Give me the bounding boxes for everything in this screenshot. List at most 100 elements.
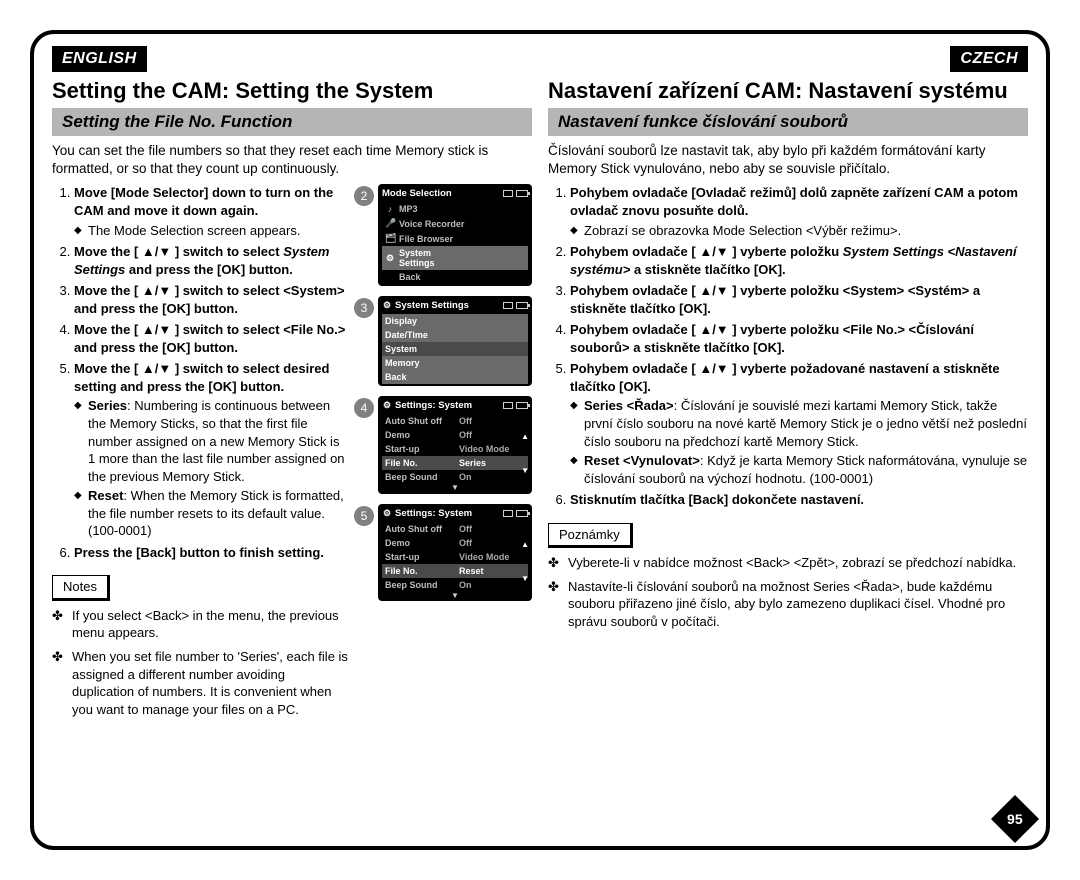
menu-value: On <box>459 472 472 482</box>
manual-page: ENGLISH Setting the CAM: Setting the Sys… <box>30 30 1050 850</box>
settings-icon: ⚙ <box>382 508 392 519</box>
menu-row: Beep Sound On <box>382 470 528 484</box>
screen-step-number: 3 <box>354 298 374 318</box>
menu-label: System Settings <box>399 248 469 268</box>
step-sub: Series <Řada>: Číslování je souvislé mez… <box>570 397 1028 450</box>
menu-row: Back <box>382 270 528 284</box>
menu-row: Display <box>382 314 528 328</box>
menu-label: Display <box>385 316 455 326</box>
step-item: Pohybem ovladače [ ▲/▼ ] vyberte požadov… <box>570 360 1028 487</box>
menu-label: File No. <box>385 566 455 576</box>
menu-row: Memory <box>382 356 528 370</box>
menu-value: Series <box>459 458 486 468</box>
step-sub: Reset: When the Memory Stick is formatte… <box>74 487 348 540</box>
screen-unit: 4⚙Settings: SystemAuto Shut offOffDemoOf… <box>354 396 532 493</box>
menu-row: 🎤Voice Recorder <box>382 216 528 231</box>
step-item: Pohybem ovladače [ ▲/▼ ] vyberte položku… <box>570 321 1028 356</box>
menu-label: System <box>385 344 455 354</box>
step-item: Move the [ ▲/▼ ] switch to select <Syste… <box>74 282 348 317</box>
scroll-arrows-icon: ▲▼ <box>521 435 529 473</box>
step-item: Move the [ ▲/▼ ] switch to select System… <box>74 243 348 278</box>
menu-label: Date/Time <box>385 330 455 340</box>
step-item: Pohybem ovladače [Ovladač režimů] dolů z… <box>570 184 1028 239</box>
intro-left: You can set the file numbers so that the… <box>52 142 532 178</box>
notes-list-right: Vyberete-li v nabídce možnost <Back> <Zp… <box>548 554 1028 630</box>
note-item: Vyberete-li v nabídce možnost <Back> <Zp… <box>564 554 1028 572</box>
step-sub: Zobrazí se obrazovka Mode Selection <Výb… <box>570 222 1028 240</box>
battery-icon <box>516 190 528 197</box>
menu-label: Start-up <box>385 552 455 562</box>
menu-row: Back <box>382 370 528 384</box>
screen-title: ⚙Settings: System <box>382 400 528 411</box>
menu-row: Start-up Video Mode <box>382 550 528 564</box>
more-below-icon: ▼ <box>382 592 528 599</box>
screen-step-number: 2 <box>354 186 374 206</box>
menu-row: ♪MP3 <box>382 202 528 216</box>
screen-step-number: 4 <box>354 398 374 418</box>
menu-value: On <box>459 580 472 590</box>
section-bar-left: Setting the File No. Function <box>52 108 532 136</box>
menu-value: Video Mode <box>459 444 509 454</box>
title-right: Nastavení zařízení CAM: Nastavení systém… <box>548 78 1028 104</box>
menu-value: Off <box>459 524 472 534</box>
menu-row: DemoOff <box>382 428 528 442</box>
menu-label: Auto Shut off <box>385 524 455 534</box>
left-column: ENGLISH Setting the CAM: Setting the Sys… <box>52 46 540 832</box>
step-item: Move the [ ▲/▼ ] switch to select <File … <box>74 321 348 356</box>
menu-row: System <box>382 342 528 356</box>
menu-row: ⚙System Settings <box>382 246 528 270</box>
screen-title: ⚙System Settings <box>382 300 528 311</box>
note-item: If you select <Back> in the menu, the pr… <box>68 607 348 642</box>
step-item: Move the [ ▲/▼ ] switch to select desire… <box>74 360 348 539</box>
intro-right: Číslování souborů lze nastavit tak, aby … <box>548 142 1028 178</box>
step-sub: Reset <Vynulovat>: Když je karta Memory … <box>570 452 1028 487</box>
step-item: Pohybem ovladače [ ▲/▼ ] vyberte položku… <box>570 243 1028 278</box>
battery-icon <box>516 510 528 517</box>
right-column: CZECH Nastavení zařízení CAM: Nastavení … <box>540 46 1028 832</box>
screen-title: ⚙Settings: System <box>382 508 528 519</box>
screen-step-number: 5 <box>354 506 374 526</box>
screen-unit: 3 ⚙System Settings Display Date/Time System M… <box>354 296 532 386</box>
battery-icon <box>516 302 528 309</box>
memory-icon <box>503 190 513 197</box>
device-screen: ⚙Settings: SystemAuto Shut offOffDemoOff… <box>378 396 532 493</box>
menu-row: Auto Shut offOff <box>382 414 528 428</box>
menu-icon: 🗂 <box>385 233 395 244</box>
menu-row: Beep Sound On <box>382 578 528 592</box>
menu-row: File No. Reset <box>382 564 528 578</box>
notes-list-left: If you select <Back> in the menu, the pr… <box>52 607 348 718</box>
screen-title: Mode Selection <box>382 188 528 199</box>
menu-value: Off <box>459 538 472 548</box>
title-left: Setting the CAM: Setting the System <box>52 78 532 104</box>
lang-badge-english: ENGLISH <box>52 46 147 72</box>
menu-row: 🗂File Browser <box>382 231 528 246</box>
step-item: Pohybem ovladače [ ▲/▼ ] vyberte položku… <box>570 282 1028 317</box>
menu-label: File No. <box>385 458 455 468</box>
lang-badge-czech: CZECH <box>950 46 1028 72</box>
menu-label: Back <box>385 372 455 382</box>
menu-row: File No. Series <box>382 456 528 470</box>
note-item: Nastavíte-li číslování souborů na možnos… <box>564 578 1028 631</box>
menu-label: Auto Shut off <box>385 416 455 426</box>
menu-label: Demo <box>385 538 455 548</box>
page-number: 95 <box>1007 811 1023 827</box>
step-item: Move [Mode Selector] down to turn on the… <box>74 184 348 239</box>
step-item: Stisknutím tlačítka [Back] dokončete nas… <box>570 491 1028 509</box>
device-screen: ⚙System Settings Display Date/Time System Me… <box>378 296 532 386</box>
settings-icon: ⚙ <box>382 400 392 411</box>
menu-label: Start-up <box>385 444 455 454</box>
menu-value: Reset <box>459 566 484 576</box>
more-below-icon: ▼ <box>382 484 528 491</box>
menu-label: Back <box>399 272 469 282</box>
menu-row: Date/Time <box>382 328 528 342</box>
note-item: When you set file number to 'Series', ea… <box>68 648 348 718</box>
steps-left: Move [Mode Selector] down to turn on the… <box>52 184 348 724</box>
section-bar-right: Nastavení funkce číslování souborů <box>548 108 1028 136</box>
menu-label: Beep Sound <box>385 472 455 482</box>
menu-icon: ♪ <box>385 204 395 214</box>
menu-label: Voice Recorder <box>399 219 469 229</box>
menu-value: Off <box>459 430 472 440</box>
menu-label: Beep Sound <box>385 580 455 590</box>
menu-value: Video Mode <box>459 552 509 562</box>
step-sub: Series: Numbering is continuous between … <box>74 397 348 485</box>
